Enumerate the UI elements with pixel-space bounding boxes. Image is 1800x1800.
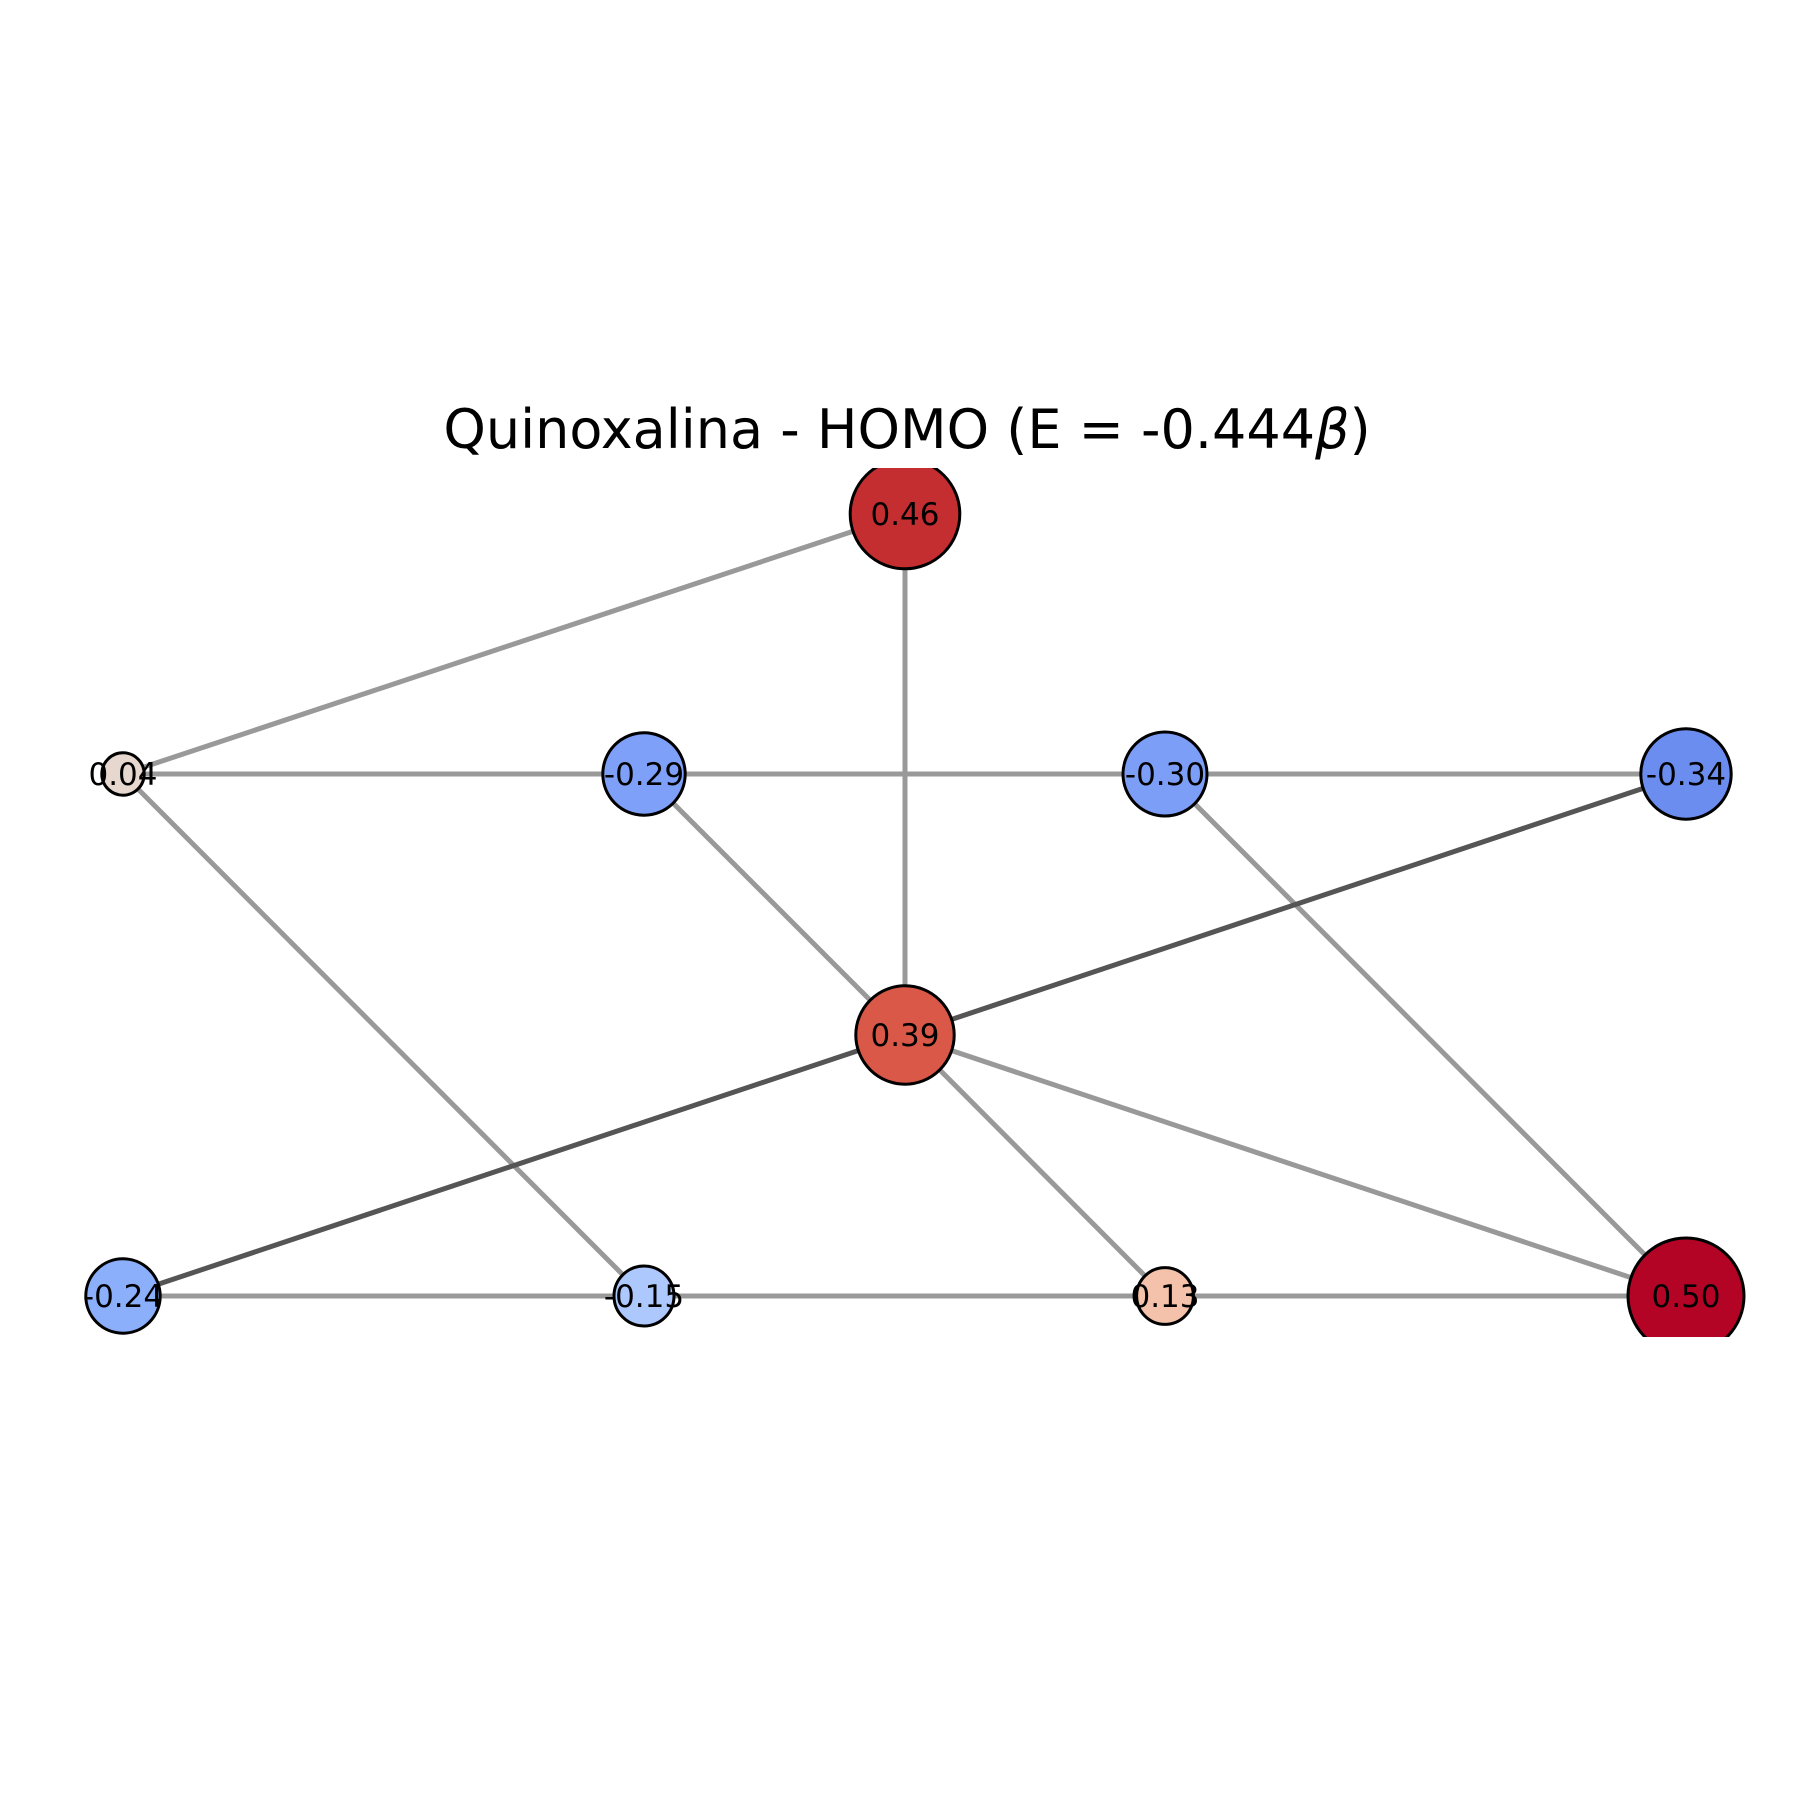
atom-coefficient-label: 0.39: [870, 1018, 939, 1054]
atom-node-n7: -0.24: [83, 1257, 163, 1335]
bond-edge-n6-n9: [903, 1033, 1167, 1298]
atom-circle: [848, 468, 962, 571]
atom-circle: [601, 731, 687, 817]
node-layer: 0.46 0.04 -0.29 -0.30 -0.34 0.39 -0.24 -0.15 0.1…: [83, 468, 1746, 1337]
atom-circle: [1639, 727, 1733, 821]
atom-node-n6: 0.39: [854, 984, 956, 1086]
title-symbol: β: [1314, 398, 1349, 461]
atom-coefficient-label: -0.24: [83, 1279, 163, 1315]
atom-node-n8: -0.15: [604, 1264, 684, 1328]
atom-coefficient-label: 0.04: [88, 757, 157, 793]
atom-coefficient-label: -0.34: [1646, 757, 1726, 793]
atom-node-n1: 0.46: [848, 468, 962, 571]
bond-edge-n6-n10: [904, 1032, 1687, 1299]
atom-coefficient-label: 0.46: [870, 497, 939, 533]
title-suffix: ): [1350, 398, 1371, 461]
atom-coefficient-label: 0.13: [1130, 1279, 1199, 1315]
atom-circle: [854, 984, 956, 1086]
bond-edge-n2-n8: [121, 772, 646, 1298]
atom-circle: [84, 1257, 162, 1335]
atom-circle: [1626, 1236, 1746, 1337]
title-prefix: Quinoxalina - HOMO (E = -0.444: [443, 398, 1315, 461]
atom-coefficient-label: -0.15: [604, 1279, 684, 1315]
bond-edge-n6-n5: [904, 771, 1687, 1038]
atom-node-n2: 0.04: [88, 751, 158, 797]
edge-layer: [121, 511, 1688, 1299]
chart-title: Quinoxalina - HOMO (E = -0.444β): [443, 398, 1370, 461]
atom-coefficient-label: 0.50: [1651, 1279, 1720, 1315]
atom-node-n5: -0.34: [1639, 727, 1733, 821]
atom-node-n4: -0.30: [1121, 730, 1209, 818]
atom-circle: [1121, 730, 1209, 818]
atom-node-n9: 0.13: [1130, 1266, 1200, 1326]
atom-circle: [1135, 1266, 1195, 1326]
bond-edge-n7-n6: [122, 1032, 906, 1299]
bond-edge-n3-n6: [642, 772, 907, 1037]
atom-circle: [612, 1264, 676, 1328]
atom-coefficient-label: -0.29: [604, 757, 684, 793]
atom-coefficient-label: -0.30: [1125, 757, 1205, 793]
bond-edge-n2-n1: [122, 511, 906, 777]
atom-circle: [100, 751, 146, 797]
bond-edge-n4-n10: [1163, 772, 1688, 1298]
atom-node-n3: -0.29: [601, 731, 687, 817]
atom-node-n10: 0.50: [1626, 1236, 1746, 1337]
